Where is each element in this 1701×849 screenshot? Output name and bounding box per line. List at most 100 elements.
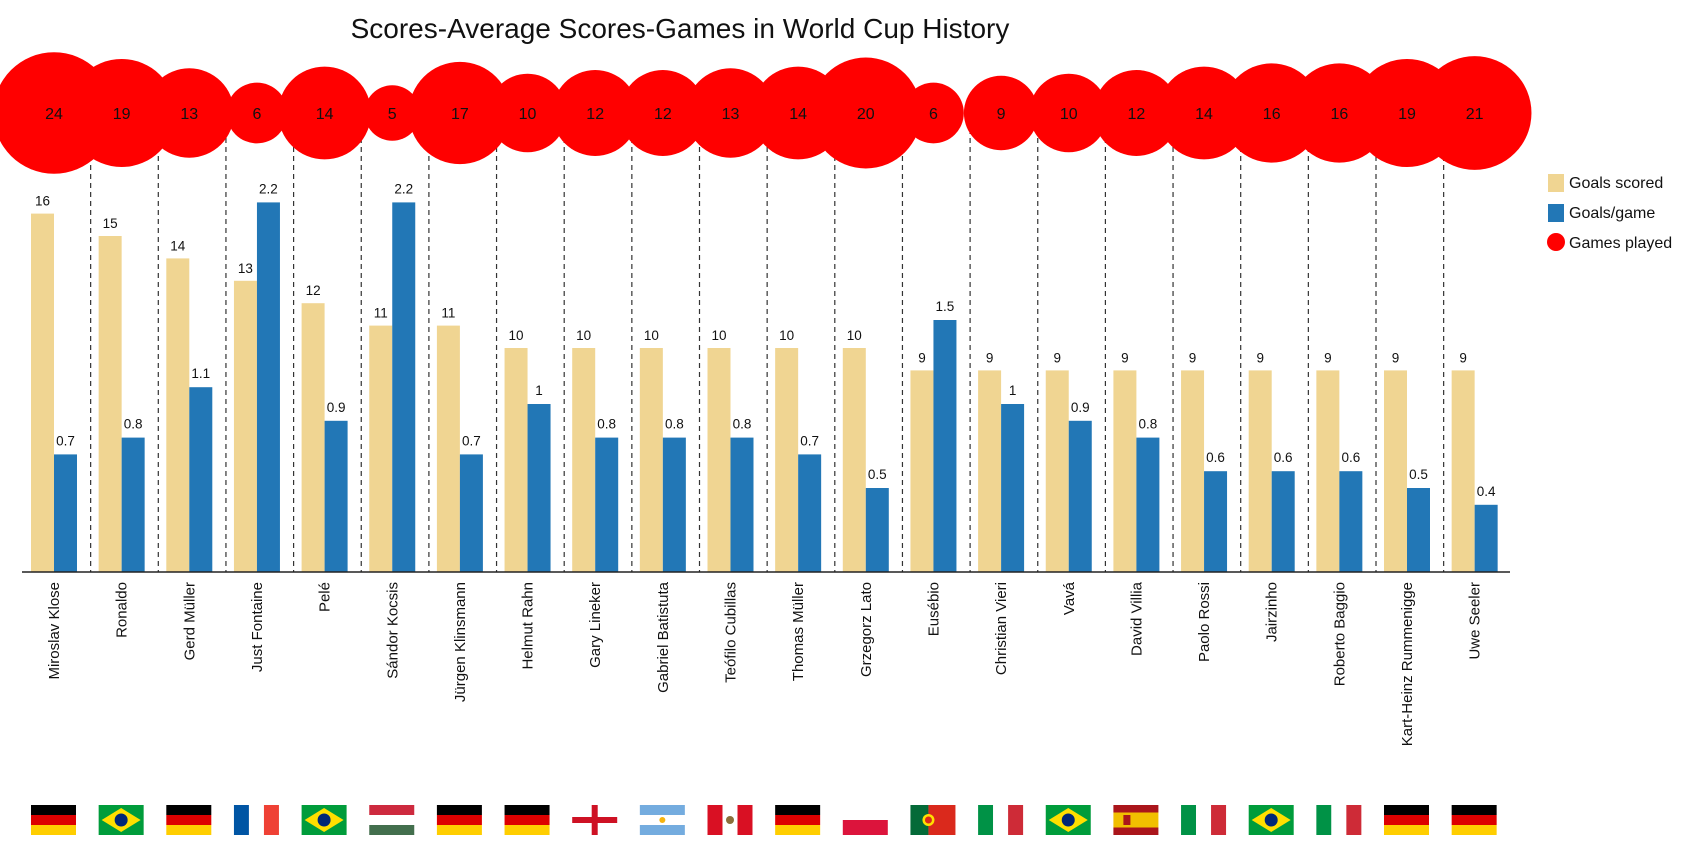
data-label-goals-eusebio: 9: [918, 350, 926, 365]
bar-goals-christian-vieri: [978, 370, 1002, 572]
bubble-games-teofilo-cubillas: [685, 68, 776, 158]
x-label-paolo-rossi: Paolo Rossi: [1196, 582, 1213, 662]
x-label-gabriel-batistuta: Gabriel Batistuta: [655, 581, 672, 693]
x-label-gary-lineker: Gary Lineker: [587, 582, 604, 668]
flag-icon-italy: [1181, 805, 1227, 835]
bar-goals-jurgen-klinsmann: [436, 325, 460, 572]
games-bubbles: 24 19 13 6 14 5 17 10 12 12 13 14 20 6 9 10 12 14 16 16 19 21: [0, 52, 1532, 174]
flag-icon-hungary: [369, 805, 415, 835]
bars: 160.7150.8141.1132.2120.9112.2110.710110…: [31, 181, 1498, 572]
x-label-sandor-kocsis: Sándor Kocsis: [384, 582, 401, 679]
bar-goals-helmut-rahn: [504, 348, 528, 572]
bar-goals-per-game-gary-lineker: [595, 437, 619, 572]
data-label-goals-vava: 9: [1053, 350, 1061, 365]
bubble-label-christian-vieri: 9: [997, 106, 1006, 123]
data-label-goals-per-game-thomas-muller: 0.7: [800, 433, 819, 448]
bar-goals-grzegorz-lato: [842, 348, 866, 572]
flag-icon-brazil: [98, 805, 144, 835]
bubble-label-gerd-muller: 13: [180, 106, 198, 123]
x-label-david-villia: David Villia: [1128, 581, 1145, 656]
data-label-goals-per-game-gerd-muller: 1.1: [191, 366, 210, 381]
bubble-games-christian-vieri: [963, 75, 1039, 151]
bar-goals-uwe-seeler: [1451, 370, 1475, 572]
x-label-helmut-rahn: Helmut Rahn: [520, 582, 537, 670]
bar-goals-per-game-vava: [1068, 420, 1092, 572]
flag-icon-brazil: [1045, 805, 1091, 835]
x-label-pele: Pelé: [317, 582, 334, 612]
bar-goals-per-game-jairzinho: [1271, 471, 1295, 572]
bubble-games-helmut-rahn: [488, 73, 567, 153]
data-label-goals-thomas-muller: 10: [779, 328, 794, 343]
data-label-goals-ronaldo: 15: [103, 216, 118, 231]
legend-swatch-games-played: [1547, 233, 1565, 251]
flag-icon-argentina: [639, 805, 685, 835]
legend-label-goals-scored: Goals scored: [1569, 175, 1663, 192]
data-label-goals-per-game-pele: 0.9: [327, 400, 346, 415]
bar-goals-gary-lineker: [572, 348, 596, 572]
bubble-label-kart-heinz-rummenigge: 19: [1398, 106, 1416, 123]
bubble-label-miroslav-klose: 24: [45, 106, 63, 123]
x-label-roberto-baggio: Roberto Baggio: [1331, 582, 1348, 686]
data-label-goals-david-villia: 9: [1121, 350, 1129, 365]
x-label-uwe-seeler: Uwe Seeler: [1467, 582, 1484, 660]
flag-icon-germany: [775, 805, 821, 835]
bubble-games-ronaldo: [67, 58, 176, 168]
data-label-goals-per-game-jurgen-klinsmann: 0.7: [462, 433, 481, 448]
chart-title: Scores-Average Scores-Games in World Cup…: [351, 13, 1010, 44]
bar-goals-per-game-miroslav-klose: [54, 454, 77, 572]
bubble-games-vava: [1029, 73, 1108, 153]
bubble-label-teofilo-cubillas: 13: [722, 106, 740, 123]
bubble-label-thomas-muller: 14: [789, 106, 807, 123]
data-label-goals-per-game-sandor-kocsis: 2.2: [394, 181, 413, 196]
bar-goals-per-game-ronaldo: [121, 437, 145, 572]
flag-icon-peru: [707, 805, 753, 835]
bar-goals-per-game-just-fontaine: [256, 202, 280, 572]
data-label-goals-per-game-eusebio: 1.5: [936, 299, 955, 314]
data-label-goals-jairzinho: 9: [1256, 350, 1264, 365]
x-label-kart-heinz-rummenigge: Kart-Heinz Rummenigge: [1399, 582, 1416, 746]
bar-goals-roberto-baggio: [1316, 370, 1340, 572]
data-label-goals-per-game-david-villia: 0.8: [1139, 417, 1158, 432]
flag-icon-germany: [436, 805, 482, 835]
legend[interactable]: Goals scored Goals/game Games played: [1547, 174, 1672, 252]
bubble-label-gabriel-batistuta: 12: [654, 106, 672, 123]
bar-goals-gerd-muller: [166, 258, 190, 572]
data-label-goals-per-game-christian-vieri: 1: [1009, 383, 1017, 398]
flag-icon-portugal: [910, 805, 956, 835]
bar-goals-per-game-grzegorz-lato: [865, 488, 889, 572]
flag-icon-brazil: [301, 805, 347, 835]
data-label-goals-per-game-gary-lineker: 0.8: [597, 417, 616, 432]
bubble-label-gary-lineker: 12: [586, 106, 604, 123]
x-label-christian-vieri: Christian Vieri: [993, 582, 1010, 675]
flag-icon-poland: [842, 805, 888, 835]
bubble-games-gabriel-batistuta: [619, 70, 706, 156]
x-label-gerd-muller: Gerd Müller: [181, 582, 198, 660]
bubble-games-eusebio: [903, 82, 964, 144]
data-label-goals-roberto-baggio: 9: [1324, 350, 1332, 365]
bubble-games-grzegorz-lato: [810, 57, 922, 169]
bar-goals-per-game-gerd-muller: [189, 387, 213, 572]
bar-goals-per-game-thomas-muller: [798, 454, 822, 572]
data-label-goals-christian-vieri: 9: [986, 350, 994, 365]
data-label-goals-gary-lineker: 10: [576, 328, 591, 343]
data-label-goals-just-fontaine: 13: [238, 261, 253, 276]
bar-goals-david-villia: [1113, 370, 1137, 572]
data-label-goals-per-game-jairzinho: 0.6: [1274, 450, 1293, 465]
data-label-goals-per-game-roberto-baggio: 0.6: [1341, 450, 1360, 465]
bar-goals-per-game-paolo-rossi: [1204, 471, 1228, 572]
flag-icon-italy: [1316, 805, 1362, 835]
x-label-eusebio: Eusébio: [925, 582, 942, 636]
bar-goals-gabriel-batistuta: [639, 348, 663, 572]
data-label-goals-per-game-uwe-seeler: 0.4: [1477, 484, 1496, 499]
bubble-label-paolo-rossi: 14: [1195, 106, 1213, 123]
bubble-games-paolo-rossi: [1157, 66, 1251, 160]
bar-goals-per-game-gabriel-batistuta: [662, 437, 686, 572]
data-label-goals-per-game-miroslav-klose: 0.7: [56, 433, 75, 448]
data-label-goals-per-game-vava: 0.9: [1071, 400, 1090, 415]
data-label-goals-grzegorz-lato: 10: [847, 328, 862, 343]
bubble-games-gary-lineker: [552, 70, 639, 156]
bar-goals-per-game-christian-vieri: [1001, 404, 1025, 572]
data-label-goals-miroslav-klose: 16: [35, 194, 50, 209]
x-label-vava: Vavá: [1061, 581, 1078, 615]
data-label-goals-gabriel-batistuta: 10: [644, 328, 659, 343]
